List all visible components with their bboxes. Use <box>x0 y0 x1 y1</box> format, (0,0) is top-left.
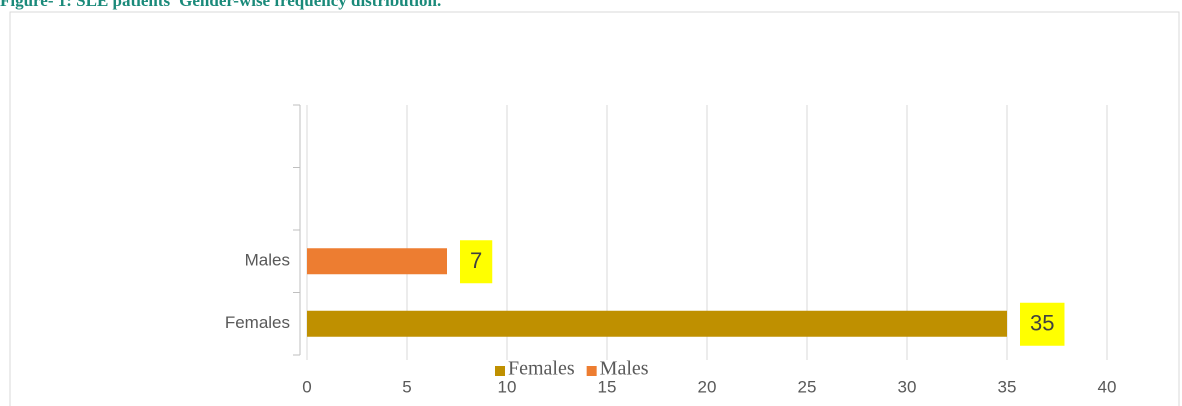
y-tick-label: Males <box>245 251 290 270</box>
legend-label: Males <box>600 358 649 380</box>
x-tick-label: 10 <box>498 377 517 396</box>
x-tick-label: 5 <box>402 377 411 396</box>
legend-swatch <box>495 366 505 376</box>
bar <box>307 310 1007 337</box>
data-label-box <box>460 240 493 284</box>
x-tick-label: 40 <box>1098 377 1117 396</box>
legend-swatch <box>586 366 597 376</box>
x-tick-label: 25 <box>798 377 817 396</box>
bar <box>307 248 447 275</box>
data-label-box <box>1020 302 1065 346</box>
x-tick-label: 35 <box>998 377 1017 396</box>
chart-border <box>9 11 1180 406</box>
chart-title: Figure- 1: SLE patients' Gender-wise fre… <box>0 0 441 10</box>
x-tick-label: 20 <box>698 377 717 396</box>
x-tick-label: 15 <box>598 377 617 396</box>
legend-label: Females <box>508 358 575 380</box>
y-tick-label: Females <box>225 313 290 332</box>
x-tick-label: 30 <box>898 377 917 396</box>
data-label: 7 <box>470 248 482 273</box>
x-tick-label: 0 <box>302 377 311 396</box>
data-label: 35 <box>1030 311 1054 336</box>
